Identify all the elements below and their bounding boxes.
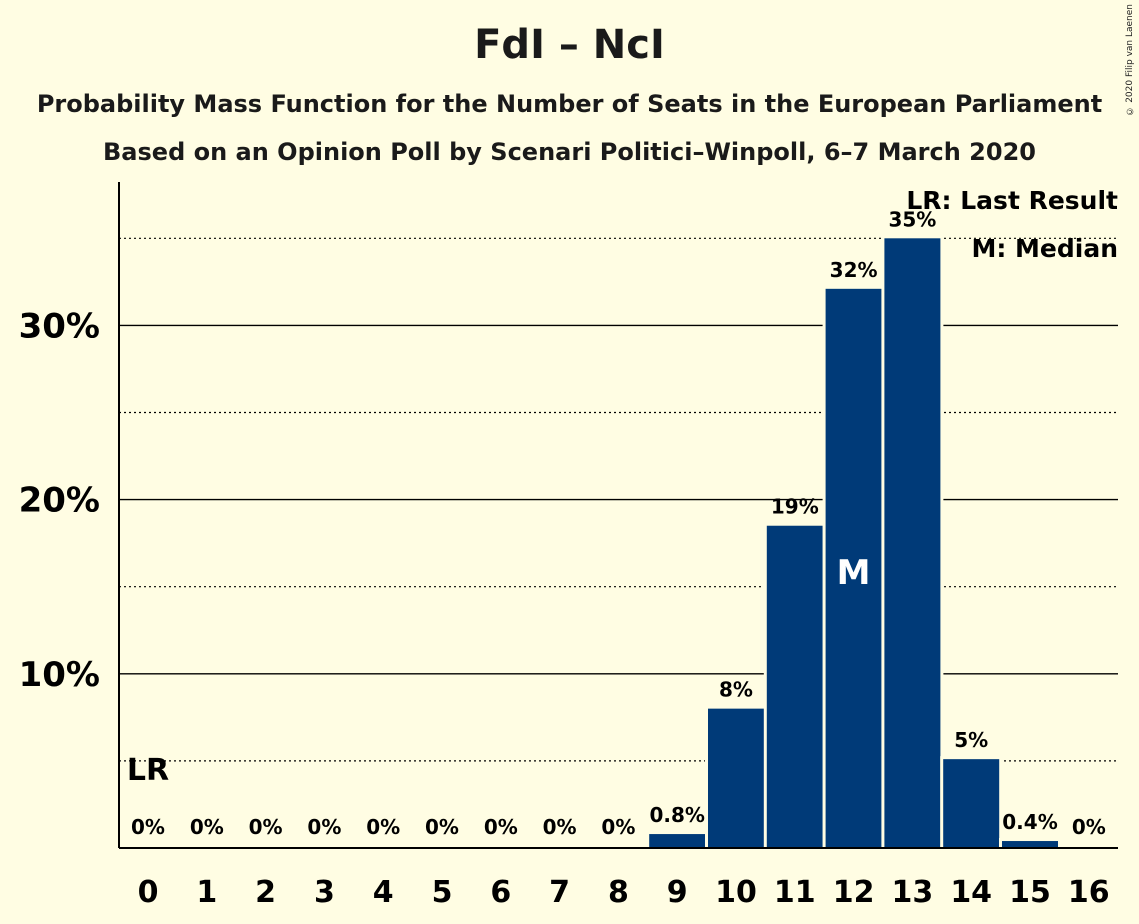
- tick-labels: 10%20%30%0 1 2 3 4 5 6 7 8 9 10 11 12 13 14 15 16: [19, 306, 1110, 910]
- data-label: 19%: [771, 495, 819, 519]
- bar-seats-14: [943, 759, 1000, 848]
- last-result-marker: LR: [127, 753, 169, 788]
- x-tick-label: 7: [549, 875, 570, 910]
- x-tick-label: 4: [373, 875, 394, 910]
- data-label: 5%: [954, 728, 988, 752]
- x-tick-label: 0: [138, 875, 159, 910]
- bar-seats-9: [649, 834, 706, 848]
- chart-source-line: Based on an Opinion Poll by Scenari Poli…: [103, 138, 1036, 166]
- data-label: 8%: [719, 678, 753, 702]
- data-label: 0%: [131, 815, 165, 839]
- data-label: 0%: [249, 815, 283, 839]
- data-label: 0%: [484, 815, 518, 839]
- data-label: 0%: [307, 815, 341, 839]
- data-label: 32%: [830, 258, 878, 282]
- legend-last-result: LR: Last Result: [906, 186, 1118, 215]
- median-marker: M: [837, 553, 871, 593]
- x-tick-label: 1: [196, 875, 217, 910]
- data-labels: 0% 0% 0% 0% 0% 0% 0% 0% 0% 0.8% 8% 19% 32% 35% 5% 0.4% 0…: [127, 207, 1106, 839]
- data-label: 0%: [601, 815, 635, 839]
- legend-median: M: Median: [971, 234, 1118, 263]
- data-label: 35%: [888, 207, 936, 231]
- bar-seats-13: [884, 238, 941, 849]
- x-tick-label: 2: [255, 875, 276, 910]
- data-label: 0%: [425, 815, 459, 839]
- bar-seats-15: [1002, 841, 1058, 848]
- x-tick-label: 15: [1009, 875, 1051, 910]
- x-tick-label: 13: [892, 875, 934, 910]
- x-tick-label: 14: [950, 875, 992, 910]
- x-tick-label: 3: [314, 875, 335, 910]
- x-tick-label: 9: [667, 875, 688, 910]
- y-tick-label: 20%: [19, 481, 100, 521]
- x-tick-label: 11: [774, 875, 816, 910]
- bar-seats-12: [825, 288, 882, 848]
- y-tick-label: 30%: [19, 306, 100, 346]
- x-tick-label: 6: [490, 875, 511, 910]
- y-tick-label: 10%: [19, 655, 100, 695]
- chart-title: FdI – NcI: [474, 22, 665, 68]
- data-label: 0%: [543, 815, 577, 839]
- x-tick-label: 12: [833, 875, 875, 910]
- data-label: 0.8%: [649, 803, 704, 827]
- axes: [118, 182, 1118, 849]
- x-tick-label: 10: [715, 875, 757, 910]
- data-label: 0.4%: [1002, 810, 1057, 834]
- x-tick-label: 8: [608, 875, 629, 910]
- data-label: 0%: [190, 815, 224, 839]
- bar-seats-11: [766, 525, 823, 848]
- data-label: 0%: [1072, 815, 1106, 839]
- data-label: 0%: [366, 815, 400, 839]
- x-tick-label: 5: [432, 875, 453, 910]
- bar-seats-10: [708, 708, 764, 848]
- chart-subtitle: Probability Mass Function for the Number…: [36, 90, 1103, 118]
- x-tick-label: 16: [1068, 875, 1110, 910]
- grid-lines: [119, 237, 1118, 762]
- bars: [646, 235, 1061, 849]
